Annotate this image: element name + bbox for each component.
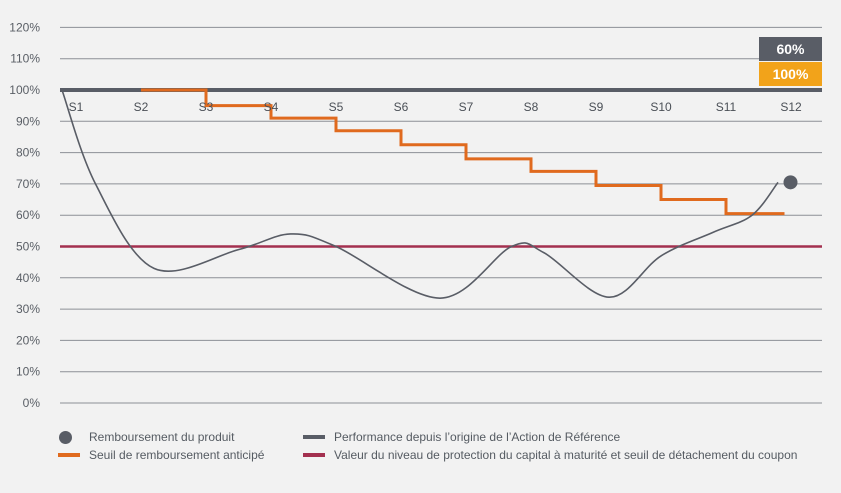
period-label: S9 xyxy=(589,100,604,114)
legend-label-threshold: Seuil de remboursement anticipé xyxy=(89,448,265,462)
period-label: S1 xyxy=(69,100,84,114)
chart-svg: 0% 10% 20% 30% 40% 50% 60% 70% 80% 90% 100% 110% 120… xyxy=(9,20,822,410)
redemption-dot-icon xyxy=(59,430,72,444)
y-tick-label: 30% xyxy=(16,302,40,316)
period-label: S10 xyxy=(650,100,672,114)
period-label: S12 xyxy=(780,100,802,114)
y-tick-label: 90% xyxy=(16,114,40,128)
period-labels: S1 S2 S3 S4 S5 S6 S7 S8 S9 S10 S11 S12 xyxy=(69,100,802,114)
legend-item-threshold: Seuil de remboursement anticipé xyxy=(58,448,264,462)
period-label: S4 xyxy=(264,100,279,114)
threshold-step-line xyxy=(141,88,785,216)
legend-label-protection: Valeur du niveau de protection du capita… xyxy=(334,448,798,462)
y-axis-ticks: 0% 10% 20% 30% 40% 50% 60% 70% 80% 90% 100% 110% 120… xyxy=(9,20,40,410)
threshold-series xyxy=(141,88,785,216)
performance-series xyxy=(61,89,798,299)
performance-curve xyxy=(61,89,779,299)
y-tick-label: 110% xyxy=(10,52,40,66)
end-value-boxes: 60% 100% xyxy=(759,37,822,86)
protection-line-icon xyxy=(303,453,325,457)
y-tick-label: 40% xyxy=(16,271,40,285)
period-label: S8 xyxy=(524,100,539,114)
period-label: S7 xyxy=(459,100,474,114)
y-tick-label: 80% xyxy=(16,146,40,160)
performance-line-icon xyxy=(303,435,325,439)
y-tick-label: 0% xyxy=(23,396,41,410)
redemption-point xyxy=(783,175,798,190)
y-tick-label: 120% xyxy=(9,20,40,34)
threshold-line-icon xyxy=(58,453,80,457)
period-label: S3 xyxy=(199,100,214,114)
period-label: S6 xyxy=(394,100,409,114)
legend-item-protection: Valeur du niveau de protection du capita… xyxy=(303,448,797,462)
legend-label-redemption: Remboursement du produit xyxy=(89,430,235,444)
y-tick-label: 10% xyxy=(16,365,40,379)
y-tick-label: 50% xyxy=(16,240,40,254)
legend-item-performance: Performance depuis l’origine de l’Action… xyxy=(303,430,620,444)
end-box-label: 100% xyxy=(773,66,809,82)
end-box xyxy=(759,37,822,61)
end-box-label: 60% xyxy=(776,41,805,57)
y-tick-label: 100% xyxy=(9,83,40,97)
grid-lines xyxy=(60,26,822,404)
y-tick-label: 20% xyxy=(16,333,40,347)
y-tick-label: 60% xyxy=(16,208,40,222)
period-label: S2 xyxy=(134,100,149,114)
y-tick-label: 70% xyxy=(16,177,40,191)
end-box xyxy=(759,62,822,86)
period-label: S5 xyxy=(329,100,344,114)
legend-item-redemption: Remboursement du produit xyxy=(58,430,234,444)
legend-label-performance: Performance depuis l’origine de l’Action… xyxy=(334,430,621,444)
period-label: S11 xyxy=(716,100,737,114)
